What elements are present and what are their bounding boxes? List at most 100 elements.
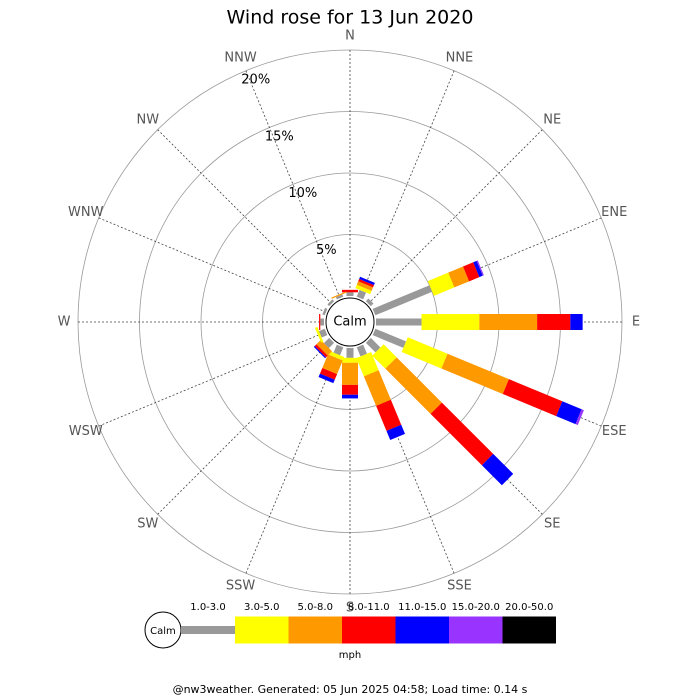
direction-label: E	[632, 315, 640, 330]
bar-segment	[327, 350, 345, 361]
bar-segment	[346, 348, 354, 358]
bar-segment	[316, 339, 333, 356]
legend-swatch	[181, 626, 235, 634]
bar-segment	[427, 272, 455, 296]
bar-segment	[355, 284, 372, 295]
bar-segment	[365, 337, 381, 353]
legend-swatch	[235, 616, 289, 644]
bar-segment	[342, 289, 358, 293]
bar-segment	[333, 344, 344, 356]
legend-label: 15.0-20.0	[452, 602, 500, 613]
spoke	[245, 345, 341, 574]
bar-segment	[322, 307, 328, 316]
bar-segment	[372, 285, 433, 316]
bar-segment	[463, 262, 480, 282]
bar-segment	[372, 344, 397, 369]
r-tick-label: 10%	[288, 186, 317, 201]
legend-swatch	[288, 616, 342, 644]
bar-segment	[385, 357, 442, 414]
bar-segment	[318, 328, 328, 338]
bar-segment	[342, 357, 358, 363]
direction-label: ESE	[602, 424, 627, 439]
bar-segment	[575, 409, 584, 426]
bar-segment	[319, 367, 338, 380]
bar-segment	[356, 344, 367, 357]
calm-circle	[325, 297, 375, 347]
bar-segment	[401, 337, 448, 369]
bar-segment	[421, 314, 480, 330]
bar-segment	[319, 314, 321, 330]
bar-segment	[313, 346, 326, 359]
bar-segment	[356, 352, 379, 377]
calm-label: Calm	[333, 315, 366, 330]
r-tick-label: 5%	[316, 243, 337, 258]
bar-segment	[331, 291, 347, 299]
bar-segment	[359, 276, 375, 286]
bar-segment	[386, 424, 405, 440]
spoke	[98, 217, 327, 313]
bar-segment	[479, 314, 538, 330]
footer: @nw3weather. Generated: 05 Jun 2025 04:5…	[173, 683, 528, 696]
spoke	[157, 129, 332, 304]
direction-label: N	[345, 29, 355, 44]
bar-segment	[481, 453, 514, 486]
bar-segment	[441, 353, 509, 394]
bar-segment	[323, 337, 335, 349]
bar-segment	[318, 373, 335, 384]
direction-label: WNW	[68, 205, 104, 220]
bar-segment	[365, 298, 374, 307]
bar-segment	[556, 401, 582, 425]
bar-segment	[314, 344, 328, 358]
legend-label: 3.0-5.0	[244, 602, 279, 613]
direction-label: NNW	[224, 50, 256, 65]
bar-segment	[537, 314, 571, 330]
legend-swatch	[342, 616, 396, 644]
bar-segment	[358, 279, 374, 288]
legend-label: 8.0-11.0	[348, 602, 390, 613]
bar-segment	[335, 294, 344, 300]
direction-label: SSW	[226, 579, 256, 594]
bar-segment	[372, 328, 407, 348]
bar-segment	[430, 402, 494, 466]
bar-segment	[327, 299, 335, 307]
bar-segment	[342, 362, 358, 385]
bar-segment	[356, 281, 373, 291]
bar-segment	[473, 260, 483, 278]
direction-label: SE	[544, 517, 560, 532]
bar-segment	[322, 354, 343, 375]
direction-label: S	[346, 601, 354, 616]
bar-segment	[376, 399, 402, 431]
direction-label: NW	[136, 112, 159, 127]
bar-segment	[342, 394, 358, 399]
direction-label: NE	[543, 112, 561, 127]
spoke	[98, 331, 327, 427]
bar-segment	[320, 318, 324, 326]
legend-swatch	[502, 616, 556, 644]
legend-label: 20.0-50.0	[505, 602, 553, 613]
bar-segment	[570, 314, 583, 330]
bar-segment	[376, 318, 422, 326]
legend-label: 5.0-8.0	[298, 602, 333, 613]
legend-label: 11.0-15.0	[398, 602, 446, 613]
direction-label: WSW	[69, 424, 103, 439]
spoke	[157, 340, 332, 515]
direction-label: SW	[137, 517, 158, 532]
legend-label: 1.0-3.0	[190, 602, 225, 613]
bar-segment	[346, 292, 354, 296]
spoke	[245, 70, 341, 299]
direction-label: NNE	[446, 50, 474, 65]
bar-segment	[363, 370, 391, 406]
spoke	[359, 70, 455, 299]
direction-label: W	[58, 315, 71, 330]
spoke	[368, 129, 543, 304]
bar-segment	[502, 379, 563, 417]
chart-title: Wind rose for 13 Jun 2020	[227, 7, 474, 29]
unit-label: mph	[339, 650, 361, 661]
legend-swatch	[395, 616, 449, 644]
r-tick-label: 20%	[241, 72, 270, 87]
legend-calm-label: Calm	[150, 626, 176, 637]
bar-segment	[356, 289, 367, 300]
bar-segment	[314, 326, 324, 343]
